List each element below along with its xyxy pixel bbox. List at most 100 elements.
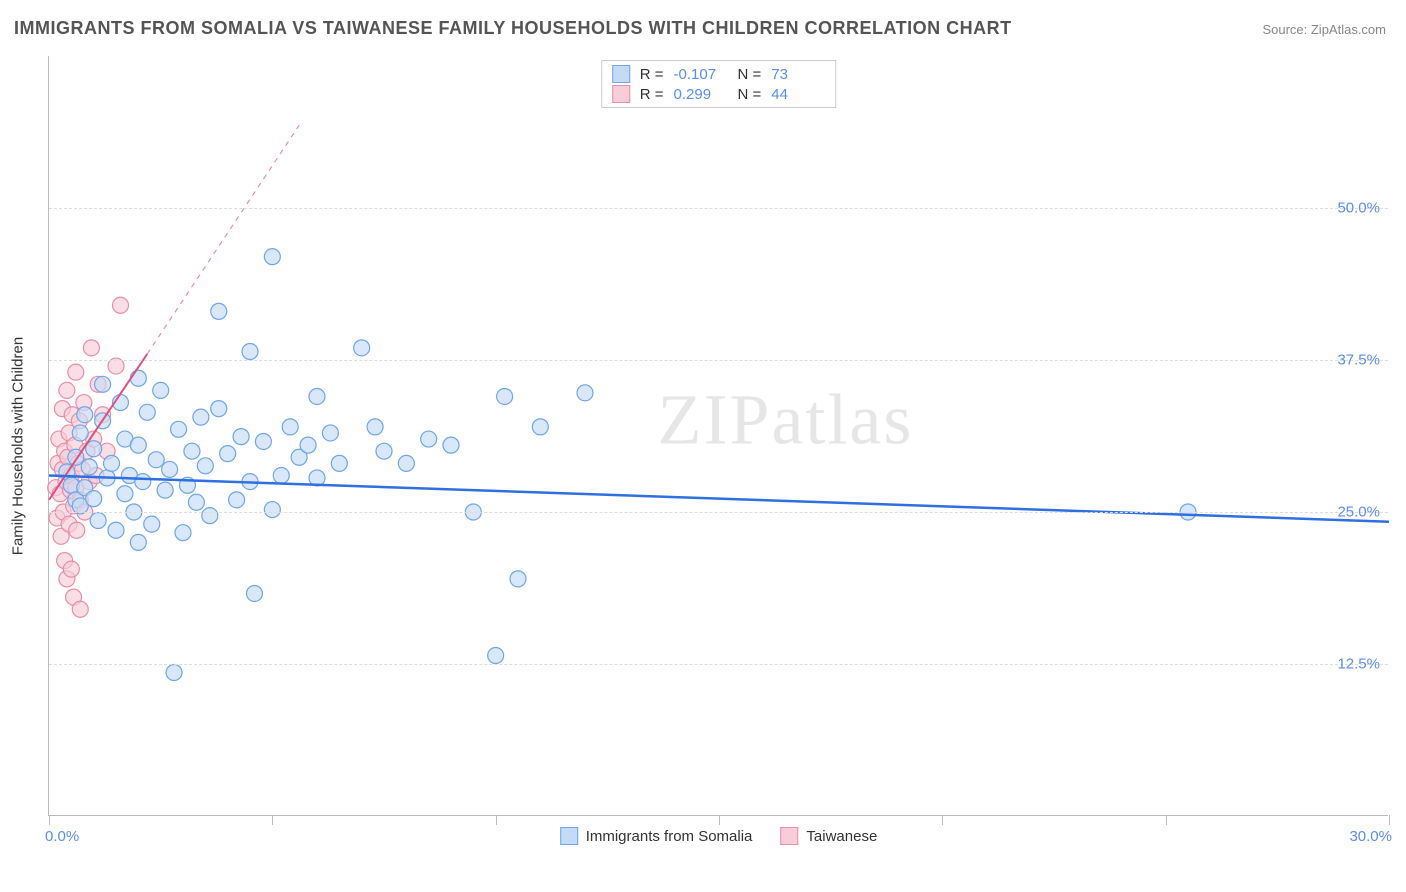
data-point (242, 343, 258, 359)
legend-n-label: N = (738, 66, 762, 83)
data-point (117, 486, 133, 502)
legend-r-label: R = (640, 66, 664, 83)
data-point (202, 508, 218, 524)
legend-series-item: Immigrants from Somalia (560, 827, 753, 845)
legend-series-label: Taiwanese (806, 828, 877, 845)
data-point (104, 455, 120, 471)
y-tick-label: 50.0% (1337, 200, 1380, 217)
chart-svg (49, 56, 1388, 815)
source-attribution: Source: ZipAtlas.com (1262, 22, 1386, 37)
data-point (144, 516, 160, 532)
chart-title: IMMIGRANTS FROM SOMALIA VS TAIWANESE FAM… (14, 18, 1012, 39)
legend-stats-box: R = -0.107N = 73R = 0.299N = 44 (601, 60, 837, 108)
data-point (153, 382, 169, 398)
data-point (72, 601, 88, 617)
data-point (86, 491, 102, 507)
data-point (497, 388, 513, 404)
trend-line (49, 476, 1389, 522)
gridline (49, 512, 1388, 513)
data-point (273, 468, 289, 484)
data-point (197, 458, 213, 474)
data-point (83, 340, 99, 356)
source-prefix: Source: (1262, 22, 1310, 37)
data-point (95, 376, 111, 392)
data-point (322, 425, 338, 441)
data-point (59, 382, 75, 398)
data-point (68, 364, 84, 380)
data-point (175, 525, 191, 541)
y-tick-label: 25.0% (1337, 504, 1380, 521)
data-point (255, 433, 271, 449)
data-point (112, 297, 128, 313)
data-point (69, 522, 85, 538)
data-point (157, 482, 173, 498)
legend-r-label: R = (640, 86, 664, 103)
legend-swatch (612, 65, 630, 83)
data-point (398, 455, 414, 471)
data-point (130, 370, 146, 386)
legend-stats-row: R = 0.299N = 44 (612, 85, 826, 103)
data-point (130, 437, 146, 453)
data-point (63, 561, 79, 577)
trend-line (147, 125, 299, 354)
data-point (193, 409, 209, 425)
legend-r-value: -0.107 (674, 66, 728, 83)
data-point (367, 419, 383, 435)
legend-swatch (612, 85, 630, 103)
x-axis-min-label: 0.0% (45, 828, 79, 845)
x-tick (496, 815, 497, 825)
x-tick (1166, 815, 1167, 825)
data-point (421, 431, 437, 447)
data-point (488, 647, 504, 663)
data-point (376, 443, 392, 459)
legend-series-label: Immigrants from Somalia (586, 828, 753, 845)
gridline (49, 664, 1388, 665)
data-point (354, 340, 370, 356)
y-tick-label: 12.5% (1337, 656, 1380, 673)
data-point (331, 455, 347, 471)
x-tick (942, 815, 943, 825)
data-point (162, 461, 178, 477)
x-axis-max-label: 30.0% (1349, 828, 1392, 845)
data-point (211, 401, 227, 417)
data-point (166, 665, 182, 681)
data-point (139, 404, 155, 420)
gridline (49, 360, 1388, 361)
legend-series-item: Taiwanese (780, 827, 877, 845)
data-point (443, 437, 459, 453)
legend-r-value: 0.299 (674, 86, 728, 103)
data-point (229, 492, 245, 508)
data-point (510, 571, 526, 587)
x-tick (719, 815, 720, 825)
data-point (81, 459, 97, 475)
legend-swatch (560, 827, 578, 845)
data-point (233, 429, 249, 445)
data-point (264, 249, 280, 265)
data-point (246, 585, 262, 601)
x-tick (272, 815, 273, 825)
data-point (77, 407, 93, 423)
data-point (171, 421, 187, 437)
data-point (264, 502, 280, 518)
data-point (90, 513, 106, 529)
legend-stats-row: R = -0.107 N = 73 (612, 65, 826, 83)
data-point (72, 425, 88, 441)
data-point (184, 443, 200, 459)
data-point (309, 388, 325, 404)
data-point (188, 494, 204, 510)
legend-n-label: N = (738, 86, 762, 103)
y-axis-label: Family Households with Children (10, 337, 27, 555)
x-tick (49, 815, 50, 825)
source-name: ZipAtlas.com (1311, 22, 1386, 37)
y-tick-label: 37.5% (1337, 352, 1380, 369)
legend-n-value: 73 (771, 66, 825, 83)
data-point (148, 452, 164, 468)
legend-swatch (780, 827, 798, 845)
scatter-plot-area: ZIPatlas R = -0.107N = 73R = 0.299N = 44… (48, 56, 1388, 816)
data-point (108, 522, 124, 538)
data-point (577, 385, 593, 401)
data-point (135, 474, 151, 490)
x-tick (1389, 815, 1390, 825)
data-point (220, 446, 236, 462)
data-point (130, 534, 146, 550)
